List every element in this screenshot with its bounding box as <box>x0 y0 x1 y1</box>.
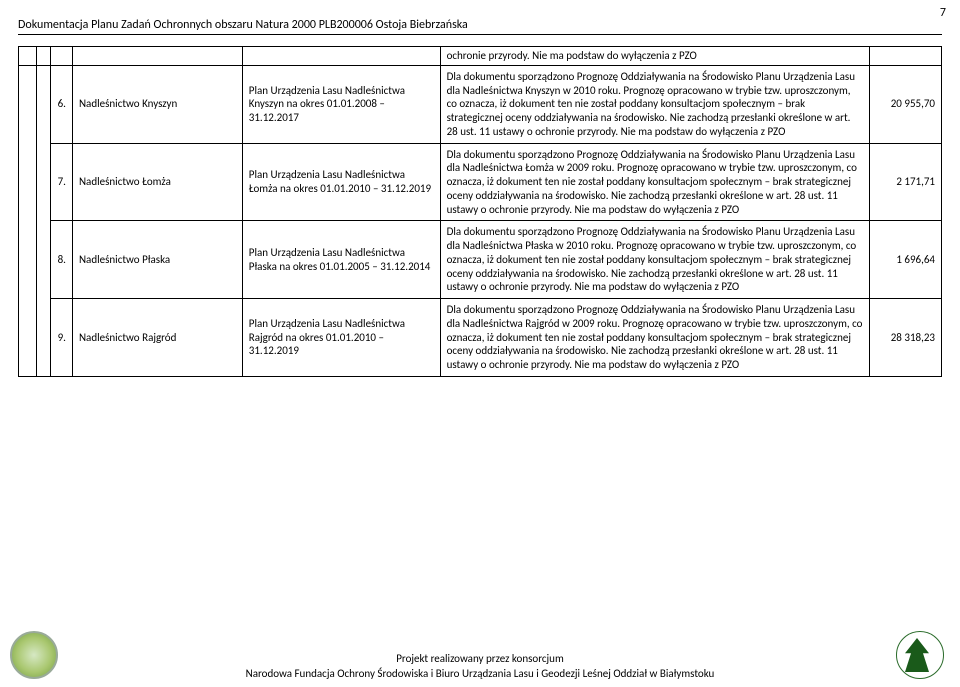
row-number: 9. <box>50 299 72 377</box>
forestry-name: Nadleśnictwo Knyszyn <box>72 65 242 143</box>
footer-line-2: Narodowa Fundacja Ochrony Środowiska i B… <box>0 667 960 681</box>
plan-period: Plan Urządzenia Lasu Nadleśnictwa Rajgró… <box>242 299 440 377</box>
table-row: 9. Nadleśnictwo Rajgród Plan Urządzenia … <box>19 299 942 377</box>
forestry-name: Nadleśnictwo Rajgród <box>72 299 242 377</box>
forestry-name: Nadleśnictwo Płaska <box>72 221 242 299</box>
table-continuation-row: ochronie przyrody. Nie ma podstaw do wył… <box>19 47 942 66</box>
row-number: 6. <box>50 65 72 143</box>
plan-description: Dla dokumentu sporządzono Prognozę Oddzi… <box>440 299 869 377</box>
plan-period: Plan Urządzenia Lasu Nadleśnictwa Płaska… <box>242 221 440 299</box>
table-row: 6. Nadleśnictwo Knyszyn Plan Urządzenia … <box>19 65 942 143</box>
forestry-name: Nadleśnictwo Łomża <box>72 143 242 221</box>
prev-row-desc-tail: ochronie przyrody. Nie ma podstaw do wył… <box>440 47 869 66</box>
plan-value: 20 955,70 <box>869 65 941 143</box>
document-header: Dokumentacja Planu Zadań Ochronnych obsz… <box>18 18 942 35</box>
plan-description: Dla dokumentu sporządzono Prognozę Oddzi… <box>440 221 869 299</box>
table-row: 8. Nadleśnictwo Płaska Plan Urządzenia L… <box>19 221 942 299</box>
row-number: 7. <box>50 143 72 221</box>
footer-line-1: Projekt realizowany przez konsorcjum <box>0 652 960 666</box>
plan-value: 1 696,64 <box>869 221 941 299</box>
plan-value: 28 318,23 <box>869 299 941 377</box>
table-row: 7. Nadleśnictwo Łomża Plan Urządzenia La… <box>19 143 942 221</box>
plan-description: Dla dokumentu sporządzono Prognozę Oddzi… <box>440 143 869 221</box>
plan-value: 2 171,71 <box>869 143 941 221</box>
page-footer: Projekt realizowany przez konsorcjum Nar… <box>0 652 960 681</box>
forestry-plans-table: ochronie przyrody. Nie ma podstaw do wył… <box>18 46 942 377</box>
plan-description: Dla dokumentu sporządzono Prognozę Oddzi… <box>440 65 869 143</box>
plan-period: Plan Urządzenia Lasu Nadleśnictwa Łomża … <box>242 143 440 221</box>
plan-period: Plan Urządzenia Lasu Nadleśnictwa Knyszy… <box>242 65 440 143</box>
row-number: 8. <box>50 221 72 299</box>
